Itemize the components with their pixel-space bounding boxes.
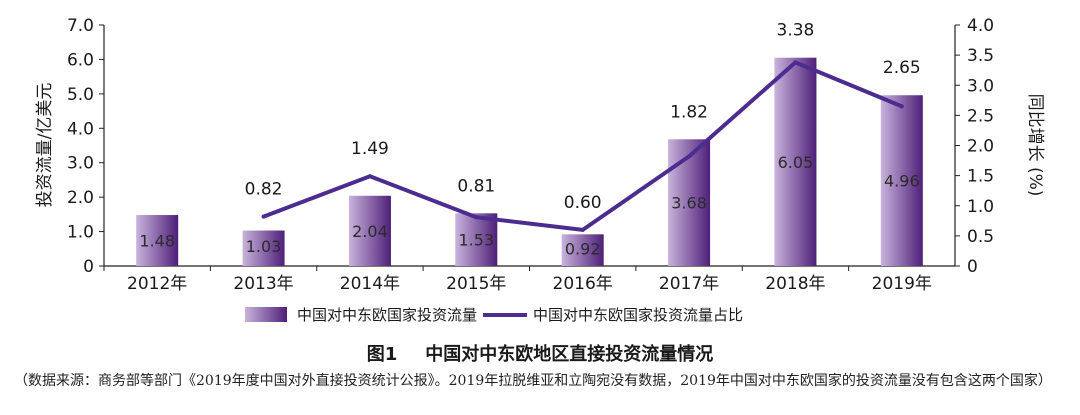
bar [561, 234, 604, 266]
bar-value-label: 4.96 [884, 172, 920, 191]
line-point [261, 214, 266, 219]
line-value-label: 0.82 [245, 180, 283, 200]
bar [880, 95, 923, 266]
line-value-label: 0.81 [457, 176, 495, 196]
axes [103, 25, 956, 267]
right-tick-label: 0.5 [967, 227, 994, 247]
line-point [367, 174, 372, 179]
bar-value-label: 0.92 [565, 239, 601, 258]
x-tick-label: 2013年 [233, 274, 293, 294]
right-tick-label: 2.5 [967, 106, 994, 126]
line-point [474, 215, 479, 220]
left-tick-label: 2.0 [67, 188, 94, 208]
line-value-label: 1.82 [670, 102, 708, 122]
legend-bar-label: 中国对中东欧国家投资流量 [297, 306, 478, 324]
right-tick-label: 0 [967, 257, 978, 277]
figure-number: 图1 [366, 344, 398, 365]
line-value-label: 2.65 [883, 58, 921, 78]
combo-chart: 0 1.0 2.0 3.0 4.0 5.0 6.0 7.0 0 0.5 1.0 1.5 2.0 2.5 3… [35, 16, 1045, 294]
x-axis-labels: 2012年 2013年 2014年 2015年 2016年 2017年 2018年 2019年 [103, 266, 932, 294]
x-tick-label: 2012年 [127, 274, 187, 294]
left-tick-label: 4.0 [67, 119, 94, 139]
bar-value-label: 6.05 [778, 153, 814, 172]
left-tick-label: 0 [83, 257, 94, 277]
legend-line-label: 中国对中东欧国家投资流量占比 [533, 306, 744, 324]
left-tick-label: 3.0 [67, 154, 94, 174]
x-tick-label: 2016年 [553, 274, 613, 294]
legend-bar-swatch [245, 307, 287, 322]
right-tick-label: 2.0 [967, 137, 994, 157]
right-tick-label: 1.5 [967, 167, 994, 187]
left-tick-label: 6.0 [67, 50, 94, 70]
bar [136, 215, 179, 266]
y-axis-title: 投资流量/亿美元 [35, 83, 55, 208]
bar [242, 230, 285, 266]
line-value-label: 0.60 [564, 193, 602, 213]
bar [774, 57, 817, 267]
right-axis-ticks: 0 0.5 1.0 1.5 2.0 2.5 3.0 3.5 4.0 [955, 16, 994, 277]
left-tick-label: 7.0 [67, 16, 94, 36]
source-note: （数据来源：商务部等部门《2019年度中国对外直接投资统计公报》。2019年拉脱… [14, 373, 1052, 389]
bar-series [136, 57, 923, 267]
line-point [687, 154, 692, 159]
line-series [261, 60, 904, 232]
right-tick-label: 1.0 [967, 197, 994, 217]
line-point [793, 60, 798, 65]
line-point [899, 104, 904, 109]
x-tick-label: 2019年 [872, 274, 932, 294]
figure-caption: 图1 中国对中东欧地区直接投资流量情况 [0, 340, 1080, 366]
line-point [580, 227, 585, 232]
bar [455, 213, 498, 266]
left-tick-label: 5.0 [67, 85, 94, 105]
right-tick-label: 4.0 [967, 16, 994, 36]
legend: 中国对中东欧国家投资流量 中国对中东欧国家投资流量占比 [245, 304, 743, 325]
x-tick-label: 2017年 [659, 274, 719, 294]
bar-value-label: 3.68 [671, 194, 707, 213]
left-tick-label: 1.0 [67, 223, 94, 243]
line-value-label: 3.38 [777, 21, 815, 41]
bar-value-labels: 1.48 1.03 2.04 1.53 0.92 3.68 6.05 4.96 [139, 153, 919, 258]
bar-value-label: 1.53 [459, 231, 495, 250]
bar [348, 195, 391, 266]
bar [668, 139, 711, 266]
x-tick-label: 2018年 [765, 274, 825, 294]
x-tick-label: 2014年 [340, 274, 400, 294]
line-value-labels: 0.82 1.49 0.81 0.60 1.82 3.38 2.65 [245, 21, 921, 213]
figure-title: 中国对中东欧地区直接投资流量情况 [425, 344, 714, 365]
right-tick-label: 3.5 [967, 46, 994, 66]
left-axis-ticks: 0 1.0 2.0 3.0 4.0 5.0 6.0 7.0 [67, 16, 104, 277]
y2-axis-title: 同比增长 (%) [1025, 94, 1045, 197]
legend-line-swatch [483, 312, 528, 317]
x-tick-label: 2015年 [446, 274, 506, 294]
bar-value-label: 1.48 [139, 232, 175, 251]
line-value-label: 1.49 [351, 139, 389, 159]
bar-value-label: 2.04 [352, 222, 388, 241]
right-tick-label: 3.0 [967, 76, 994, 96]
bar-value-label: 1.03 [246, 237, 282, 256]
